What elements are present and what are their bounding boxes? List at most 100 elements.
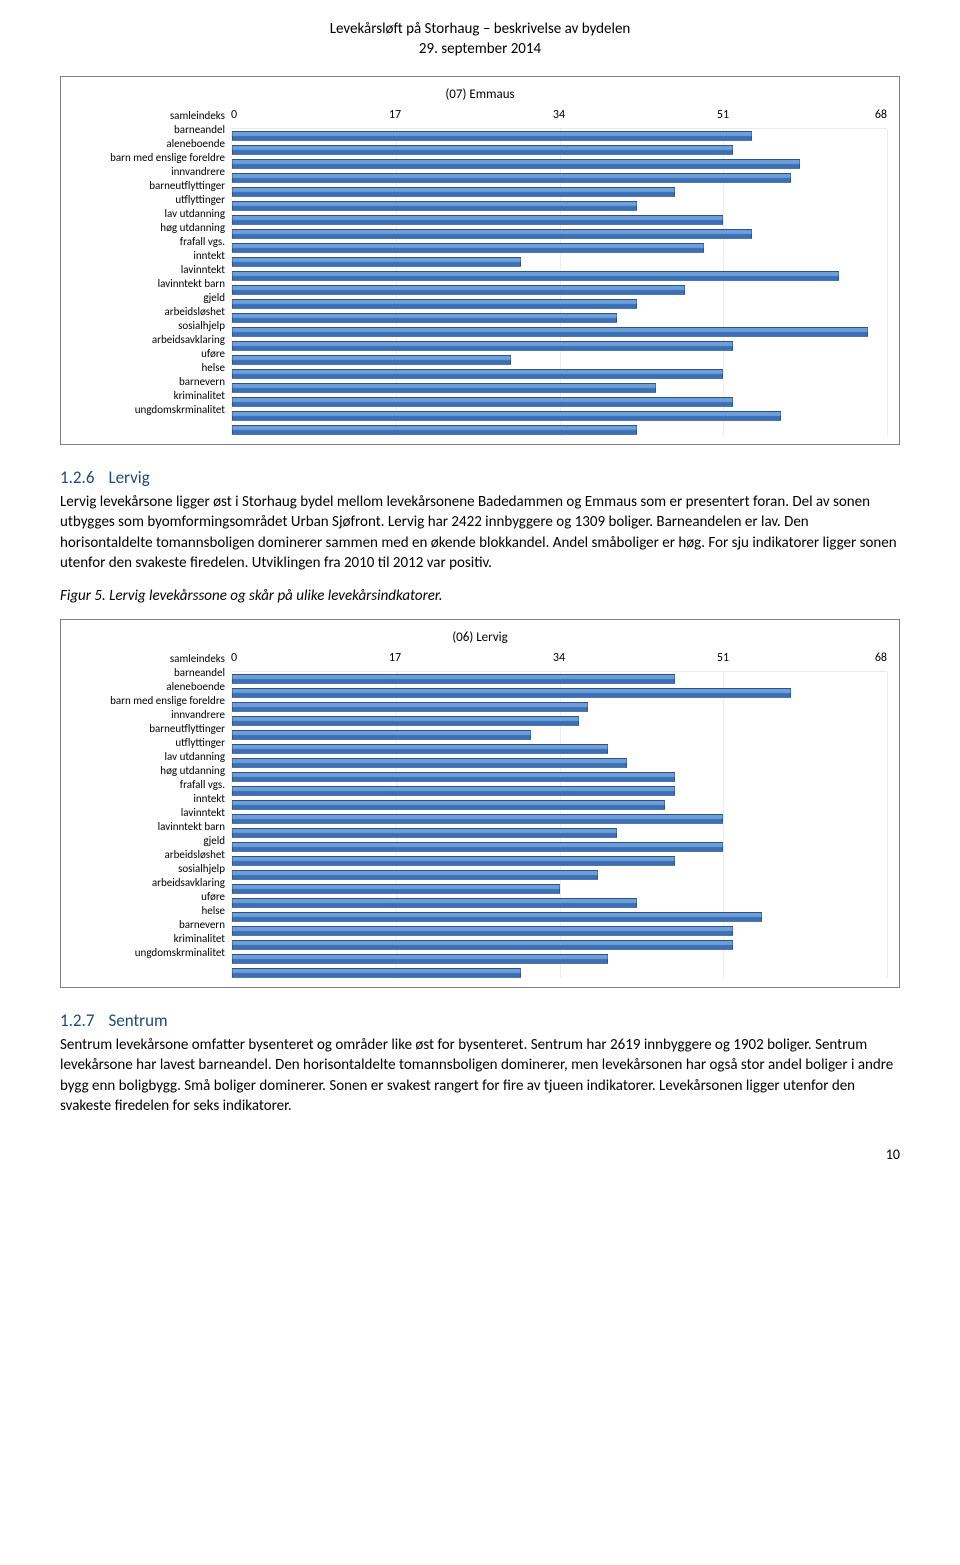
y-label: barnevern [73, 917, 225, 931]
bar [232, 411, 781, 421]
y-label: arbeidsløshet [73, 304, 225, 318]
bar [232, 926, 733, 936]
bar-row [232, 325, 887, 339]
bar [232, 313, 617, 323]
bar [232, 187, 675, 197]
section-body-lervig: Lervig levekårsone ligger øst i Storhaug… [60, 492, 900, 573]
x-axis: 017345168 [231, 651, 887, 669]
y-label: barnevern [73, 374, 225, 388]
bar-row [232, 255, 887, 269]
y-label: gjeld [73, 290, 225, 304]
y-label: barneutflyttinger [73, 178, 225, 192]
chart-plot [231, 671, 887, 979]
y-label: gjeld [73, 833, 225, 847]
y-label: barn med enslige foreldre [73, 150, 225, 164]
section-body-sentrum: Sentrum levekårsone omfatter bysenteret … [60, 1035, 900, 1116]
bar [232, 758, 627, 768]
bar-row [232, 311, 887, 325]
y-label: lav utdanning [73, 749, 225, 763]
doc-date: 29. september 2014 [60, 40, 900, 58]
bar-row [232, 395, 887, 409]
bar [232, 730, 531, 740]
y-label: lavinntekt barn [73, 276, 225, 290]
x-tick: 51 [717, 108, 729, 122]
y-label: utflyttinger [73, 192, 225, 206]
bar-row [232, 952, 887, 966]
bar-row [232, 367, 887, 381]
x-tick: 17 [389, 108, 401, 122]
bar [232, 285, 685, 295]
y-label: barneandel [73, 665, 225, 679]
y-label: arbeidsløshet [73, 847, 225, 861]
bar [232, 828, 617, 838]
y-label: kriminalitet [73, 388, 225, 402]
bar [232, 383, 656, 393]
bar [232, 772, 675, 782]
bar [232, 912, 762, 922]
bar [232, 814, 723, 824]
section-title: Lervig [108, 467, 149, 488]
bar [232, 369, 723, 379]
y-label: arbeidsavklaring [73, 875, 225, 889]
y-label: aleneboende [73, 136, 225, 150]
y-axis-labels: samleindeksbarneandelaleneboendebarn med… [73, 108, 231, 436]
bar [232, 744, 608, 754]
bar [232, 355, 511, 365]
section-number: 1.2.7 [60, 1010, 94, 1031]
bar [232, 688, 791, 698]
bar [232, 243, 704, 253]
section-title: Sentrum [108, 1010, 167, 1031]
bar-row [232, 213, 887, 227]
section-heading-lervig: 1.2.6 Lervig [60, 467, 900, 488]
x-tick: 17 [389, 651, 401, 665]
bar [232, 201, 637, 211]
y-label: frafall vgs. [73, 234, 225, 248]
bar [232, 968, 521, 978]
page-number: 10 [60, 1146, 900, 1163]
bar-row [232, 966, 887, 980]
y-label: høg utdanning [73, 220, 225, 234]
bar [232, 898, 637, 908]
bar-row [232, 353, 887, 367]
y-label: aleneboende [73, 679, 225, 693]
bar-row [232, 756, 887, 770]
y-label: arbeidsavklaring [73, 332, 225, 346]
bar [232, 229, 752, 239]
y-label: barn med enslige foreldre [73, 693, 225, 707]
section-heading-sentrum: 1.2.7 Sentrum [60, 1010, 900, 1031]
y-label: inntekt [73, 248, 225, 262]
x-tick: 0 [231, 651, 237, 665]
bar-row [232, 770, 887, 784]
y-label: innvandrere [73, 707, 225, 721]
y-label: lav utdanning [73, 206, 225, 220]
bar-row [232, 269, 887, 283]
bar [232, 327, 868, 337]
y-label: innvandrere [73, 164, 225, 178]
figure-caption: Figur 5. Lervig levekårssone og skår på … [60, 587, 900, 605]
bar [232, 173, 791, 183]
bar-row [232, 686, 887, 700]
bar-row [232, 714, 887, 728]
bar-row [232, 896, 887, 910]
bar [232, 145, 733, 155]
bar [232, 786, 675, 796]
y-label: ungdomskrminalitet [73, 402, 225, 416]
bar-row [232, 728, 887, 742]
bar-row [232, 409, 887, 423]
bar-row [232, 826, 887, 840]
x-tick: 34 [553, 651, 565, 665]
bar-row [232, 840, 887, 854]
x-axis: 017345168 [231, 108, 887, 126]
section-number: 1.2.6 [60, 467, 94, 488]
bar-row [232, 199, 887, 213]
bar-row [232, 672, 887, 686]
chart-emmaus: (07) Emmaus samleindeksbarneandelalenebo… [60, 76, 900, 445]
bar-row [232, 938, 887, 952]
y-label: kriminalitet [73, 931, 225, 945]
chart-lervig: (06) Lervig samleindeksbarneandelalenebo… [60, 619, 900, 988]
chart-title: (07) Emmaus [73, 87, 887, 102]
bar-row [232, 381, 887, 395]
y-label: helse [73, 360, 225, 374]
bar [232, 397, 733, 407]
bar-row [232, 423, 887, 437]
